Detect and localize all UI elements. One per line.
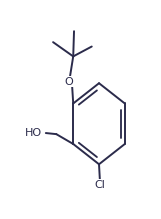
Text: HO: HO: [25, 128, 42, 138]
Text: O: O: [65, 77, 74, 87]
Text: Cl: Cl: [94, 180, 105, 190]
